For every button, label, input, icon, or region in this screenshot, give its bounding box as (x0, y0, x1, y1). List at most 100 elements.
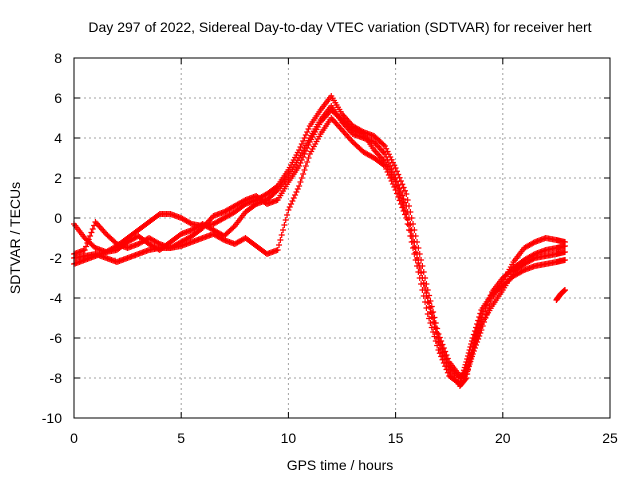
data-point (406, 222, 412, 228)
data-point (422, 285, 429, 291)
data-point (187, 220, 194, 227)
y-tick-label: 8 (54, 50, 62, 66)
data-point (430, 315, 437, 321)
data-point (392, 165, 399, 171)
data-point (292, 192, 299, 198)
y-tick-label: -10 (42, 410, 62, 426)
data-point (302, 163, 309, 169)
data-point (439, 356, 446, 363)
plot-frame (73, 57, 611, 419)
data-point (88, 229, 95, 236)
data-point (401, 187, 408, 194)
y-tick-label: 2 (54, 170, 62, 186)
data-point (297, 160, 304, 166)
data-point (381, 151, 388, 157)
data-point (300, 154, 307, 160)
data-point (383, 154, 390, 160)
data-point (440, 349, 447, 355)
data-point (431, 333, 438, 340)
data-point (444, 359, 451, 366)
x-tick-label: 5 (177, 430, 185, 446)
y-tick-label: 0 (54, 210, 62, 226)
data-point (435, 347, 442, 353)
data-point (276, 242, 283, 248)
x-axis-label: GPS time / hours (287, 457, 394, 473)
data-point (399, 199, 406, 205)
data-point (305, 126, 312, 132)
data-point (396, 191, 403, 197)
data-point (300, 171, 307, 177)
data-point (475, 317, 482, 324)
data-point (397, 195, 404, 201)
data-point (420, 280, 427, 286)
y-tick-label: -4 (50, 290, 63, 306)
data-point (219, 236, 226, 243)
data-point (423, 290, 430, 296)
data-point (289, 198, 296, 204)
data-point (412, 249, 419, 256)
data-point (438, 353, 445, 360)
y-tick-label: -6 (50, 330, 63, 346)
data-point (301, 167, 308, 173)
data-point (401, 207, 408, 213)
data-point (387, 175, 394, 181)
data-point (419, 275, 426, 281)
data-point (443, 366, 450, 373)
data-point (477, 310, 484, 317)
data-point (407, 227, 414, 234)
data-point (432, 325, 439, 331)
data-point (393, 168, 400, 175)
data-point (470, 331, 477, 338)
data-point (519, 267, 526, 274)
data-point (473, 337, 479, 344)
series-track-d (71, 107, 568, 381)
data-point (304, 129, 311, 135)
data-point (293, 189, 300, 195)
data-point (462, 368, 469, 374)
data-point (87, 233, 94, 239)
data-point (403, 211, 410, 217)
data-point (415, 269, 422, 275)
series-track-e (553, 287, 568, 303)
data-point (400, 196, 407, 202)
data-point (471, 340, 478, 347)
data-point (282, 217, 289, 223)
data-point (438, 342, 445, 348)
data-point (392, 179, 399, 185)
data-point (442, 352, 449, 359)
data-point (427, 305, 434, 311)
data-point (410, 238, 417, 245)
data-point (155, 240, 162, 247)
data-point (395, 194, 402, 200)
data-point (436, 338, 443, 345)
data-point (431, 320, 438, 326)
data-point (474, 334, 481, 340)
data-point (302, 132, 309, 138)
data-point (298, 141, 305, 147)
data-point (426, 300, 433, 306)
chart-title: Day 297 of 2022, Sidereal Day-to-day VTE… (88, 19, 591, 35)
data-point (277, 237, 284, 243)
data-point (444, 369, 451, 376)
data-point (561, 287, 568, 293)
data-point (301, 135, 308, 141)
data-point (399, 181, 406, 188)
data-point (561, 257, 568, 263)
data-point (420, 293, 427, 299)
x-tick-label: 25 (602, 430, 618, 446)
data-point (415, 260, 422, 266)
data-point (400, 184, 407, 191)
data-point (84, 240, 91, 246)
data-point (298, 175, 305, 181)
data-point (296, 163, 303, 169)
data-point (393, 183, 400, 189)
data-point (296, 183, 303, 189)
data-point (241, 197, 248, 204)
data-point (301, 151, 308, 157)
data-point (83, 243, 90, 250)
data-point (85, 236, 92, 243)
data-point (476, 327, 483, 334)
data-point (300, 138, 307, 144)
data-point (274, 247, 281, 253)
